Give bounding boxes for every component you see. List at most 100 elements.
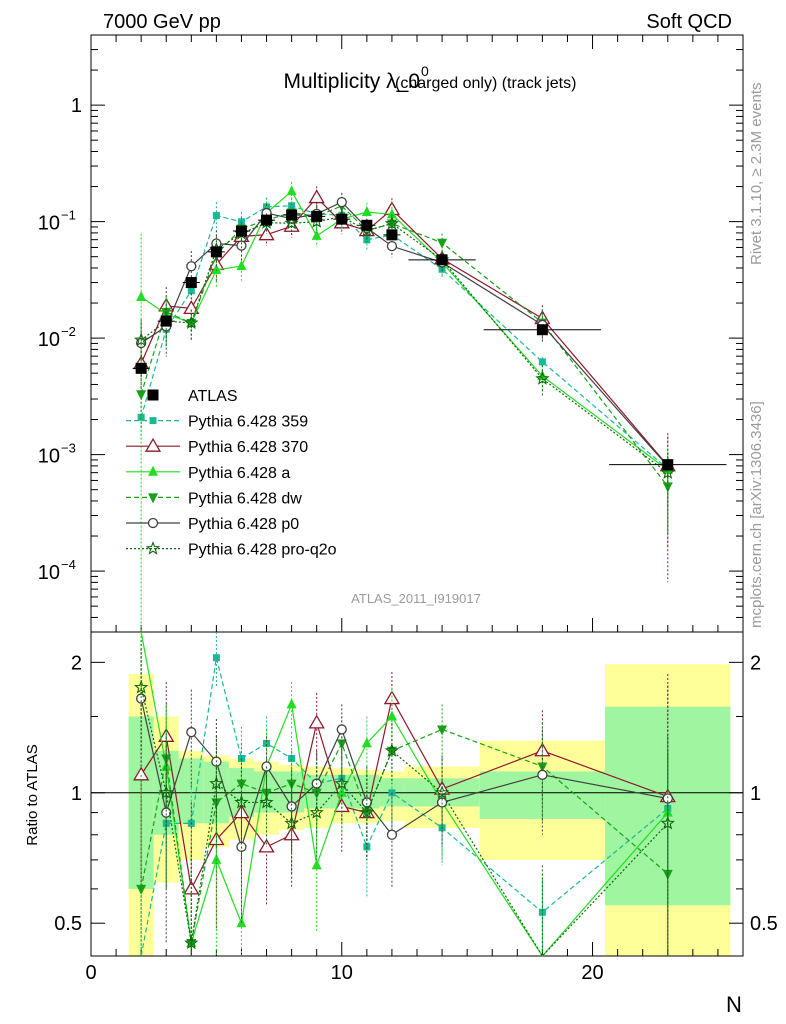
plot-title: Multiplicity λ_0 (283, 70, 420, 93)
series-marker-top (437, 238, 448, 249)
header-left: 7000 GeV pp (103, 11, 221, 33)
series-marker-top (363, 236, 371, 244)
header-right: Soft QCD (646, 11, 732, 33)
ratio-tick-label: 1 (71, 783, 82, 805)
ratio-tick-label-right: 0.5 (750, 913, 778, 935)
legend-marker (145, 541, 161, 555)
series-line-ratio (140, 687, 669, 957)
series-marker-top (284, 215, 299, 230)
series-marker-ratio (161, 807, 172, 818)
legend-marker (149, 417, 157, 425)
series-marker-ratio (361, 737, 372, 748)
x-tick-label: 20 (581, 962, 603, 984)
series-marker-ratio (236, 779, 247, 790)
y-tick-label: 10 (38, 329, 60, 351)
atlas-data-point (135, 362, 147, 374)
series-marker-ratio (308, 714, 325, 729)
series-marker-ratio (212, 654, 220, 662)
legend-label: Pythia 6.428 359 (188, 414, 308, 431)
series-marker-top (236, 240, 247, 251)
rivet-label: Rivet 3.1.10, ≥ 2.3M events (748, 83, 765, 266)
y-tick-label: 1 (71, 95, 82, 117)
series-marker-top (361, 206, 372, 217)
atlas-data-point (436, 254, 448, 266)
series-marker-ratio (660, 815, 675, 830)
series-marker-top (286, 185, 297, 196)
series-marker-top (183, 300, 200, 315)
atlas-data-point (386, 229, 398, 241)
atlas-data-layer (132, 209, 727, 471)
series-marker-top (288, 202, 296, 210)
series-marker-ratio (537, 762, 548, 773)
series-marker-top (186, 318, 197, 329)
series-marker-ratio (386, 829, 398, 840)
series-marker-top (136, 390, 147, 401)
series-marker-top (236, 260, 247, 271)
band-inner-bin (178, 758, 204, 824)
y-tick-label-exp: −1 (61, 208, 76, 223)
series-marker-ratio (286, 698, 297, 709)
series-line-top (140, 205, 669, 487)
series-marker-ratio (136, 884, 147, 895)
legend-marker (147, 389, 159, 401)
x-tick-label: 10 (331, 962, 353, 984)
atlas-data-point (662, 459, 674, 471)
series-marker-top (386, 208, 397, 219)
series-marker-ratio (288, 754, 296, 762)
ratio-tick-label-right: 2 (750, 652, 761, 674)
atlas-data-point (336, 213, 348, 225)
series-marker-ratio (386, 710, 397, 721)
series-marker-ratio (286, 801, 297, 812)
series-marker-top (308, 189, 325, 204)
series-marker-ratio (311, 859, 322, 870)
series-marker-ratio (234, 794, 249, 809)
legend: ATLAS Pythia 6.428 359 Pythia 6.428 370 Pyt… (126, 388, 337, 559)
mcplots-label: mcplots.cern.ch [arXiv:1306.3436] (748, 401, 765, 628)
series-marker-ratio (159, 785, 174, 799)
series-marker-ratio (259, 794, 274, 809)
series-marker-ratio (186, 727, 197, 738)
series-marker-top (137, 413, 145, 421)
series-marker-ratio (334, 776, 349, 790)
atlas-data-point (160, 315, 172, 327)
series-marker-ratio (309, 805, 324, 819)
series-marker-ratio (184, 935, 199, 950)
series-marker-top (212, 212, 220, 220)
atlas-data-point (361, 219, 373, 231)
series-marker-ratio (161, 754, 172, 765)
y-tick-label-exp: −3 (61, 441, 76, 456)
y-tick-label: 10 (38, 446, 60, 468)
legend-label: Pythia 6.428 a (188, 465, 290, 482)
series-marker-top (538, 358, 546, 366)
ratio-tick-label: 2 (71, 652, 82, 674)
series-marker-ratio (336, 724, 347, 735)
series-marker-top (136, 290, 147, 301)
y-tick-label-exp: −4 (61, 557, 76, 572)
series-marker-top (187, 287, 195, 295)
atlas-data-point (311, 210, 323, 222)
legend-label: Pythia 6.428 p0 (188, 516, 299, 533)
y-tick-label: 10 (38, 213, 60, 235)
series-marker-ratio (384, 743, 400, 757)
x-axis-label: N (726, 992, 742, 1017)
series-line-ratio (140, 631, 669, 957)
plot-title-sub: (charged only) (track jets) (395, 75, 576, 92)
series-marker-top (386, 240, 398, 252)
x-tick-label: 0 (85, 962, 96, 984)
atlas-data-point (185, 277, 197, 289)
series-pro (133, 207, 675, 957)
series-marker-ratio (359, 805, 375, 819)
series-marker-ratio (209, 776, 224, 790)
analysis-id: ATLAS_2011_I919017 (351, 591, 481, 606)
series-marker-ratio (538, 908, 546, 916)
ratio-tick-label-right: 1 (750, 783, 761, 805)
atlas-data-point (286, 209, 298, 221)
series-line-ratio (140, 657, 669, 957)
legend-marker (147, 517, 159, 529)
series-line-ratio (140, 698, 668, 849)
series-line-top (140, 205, 669, 470)
series-marker-ratio (133, 680, 149, 694)
series-marker-top (384, 216, 400, 230)
series-marker-top (662, 482, 673, 493)
